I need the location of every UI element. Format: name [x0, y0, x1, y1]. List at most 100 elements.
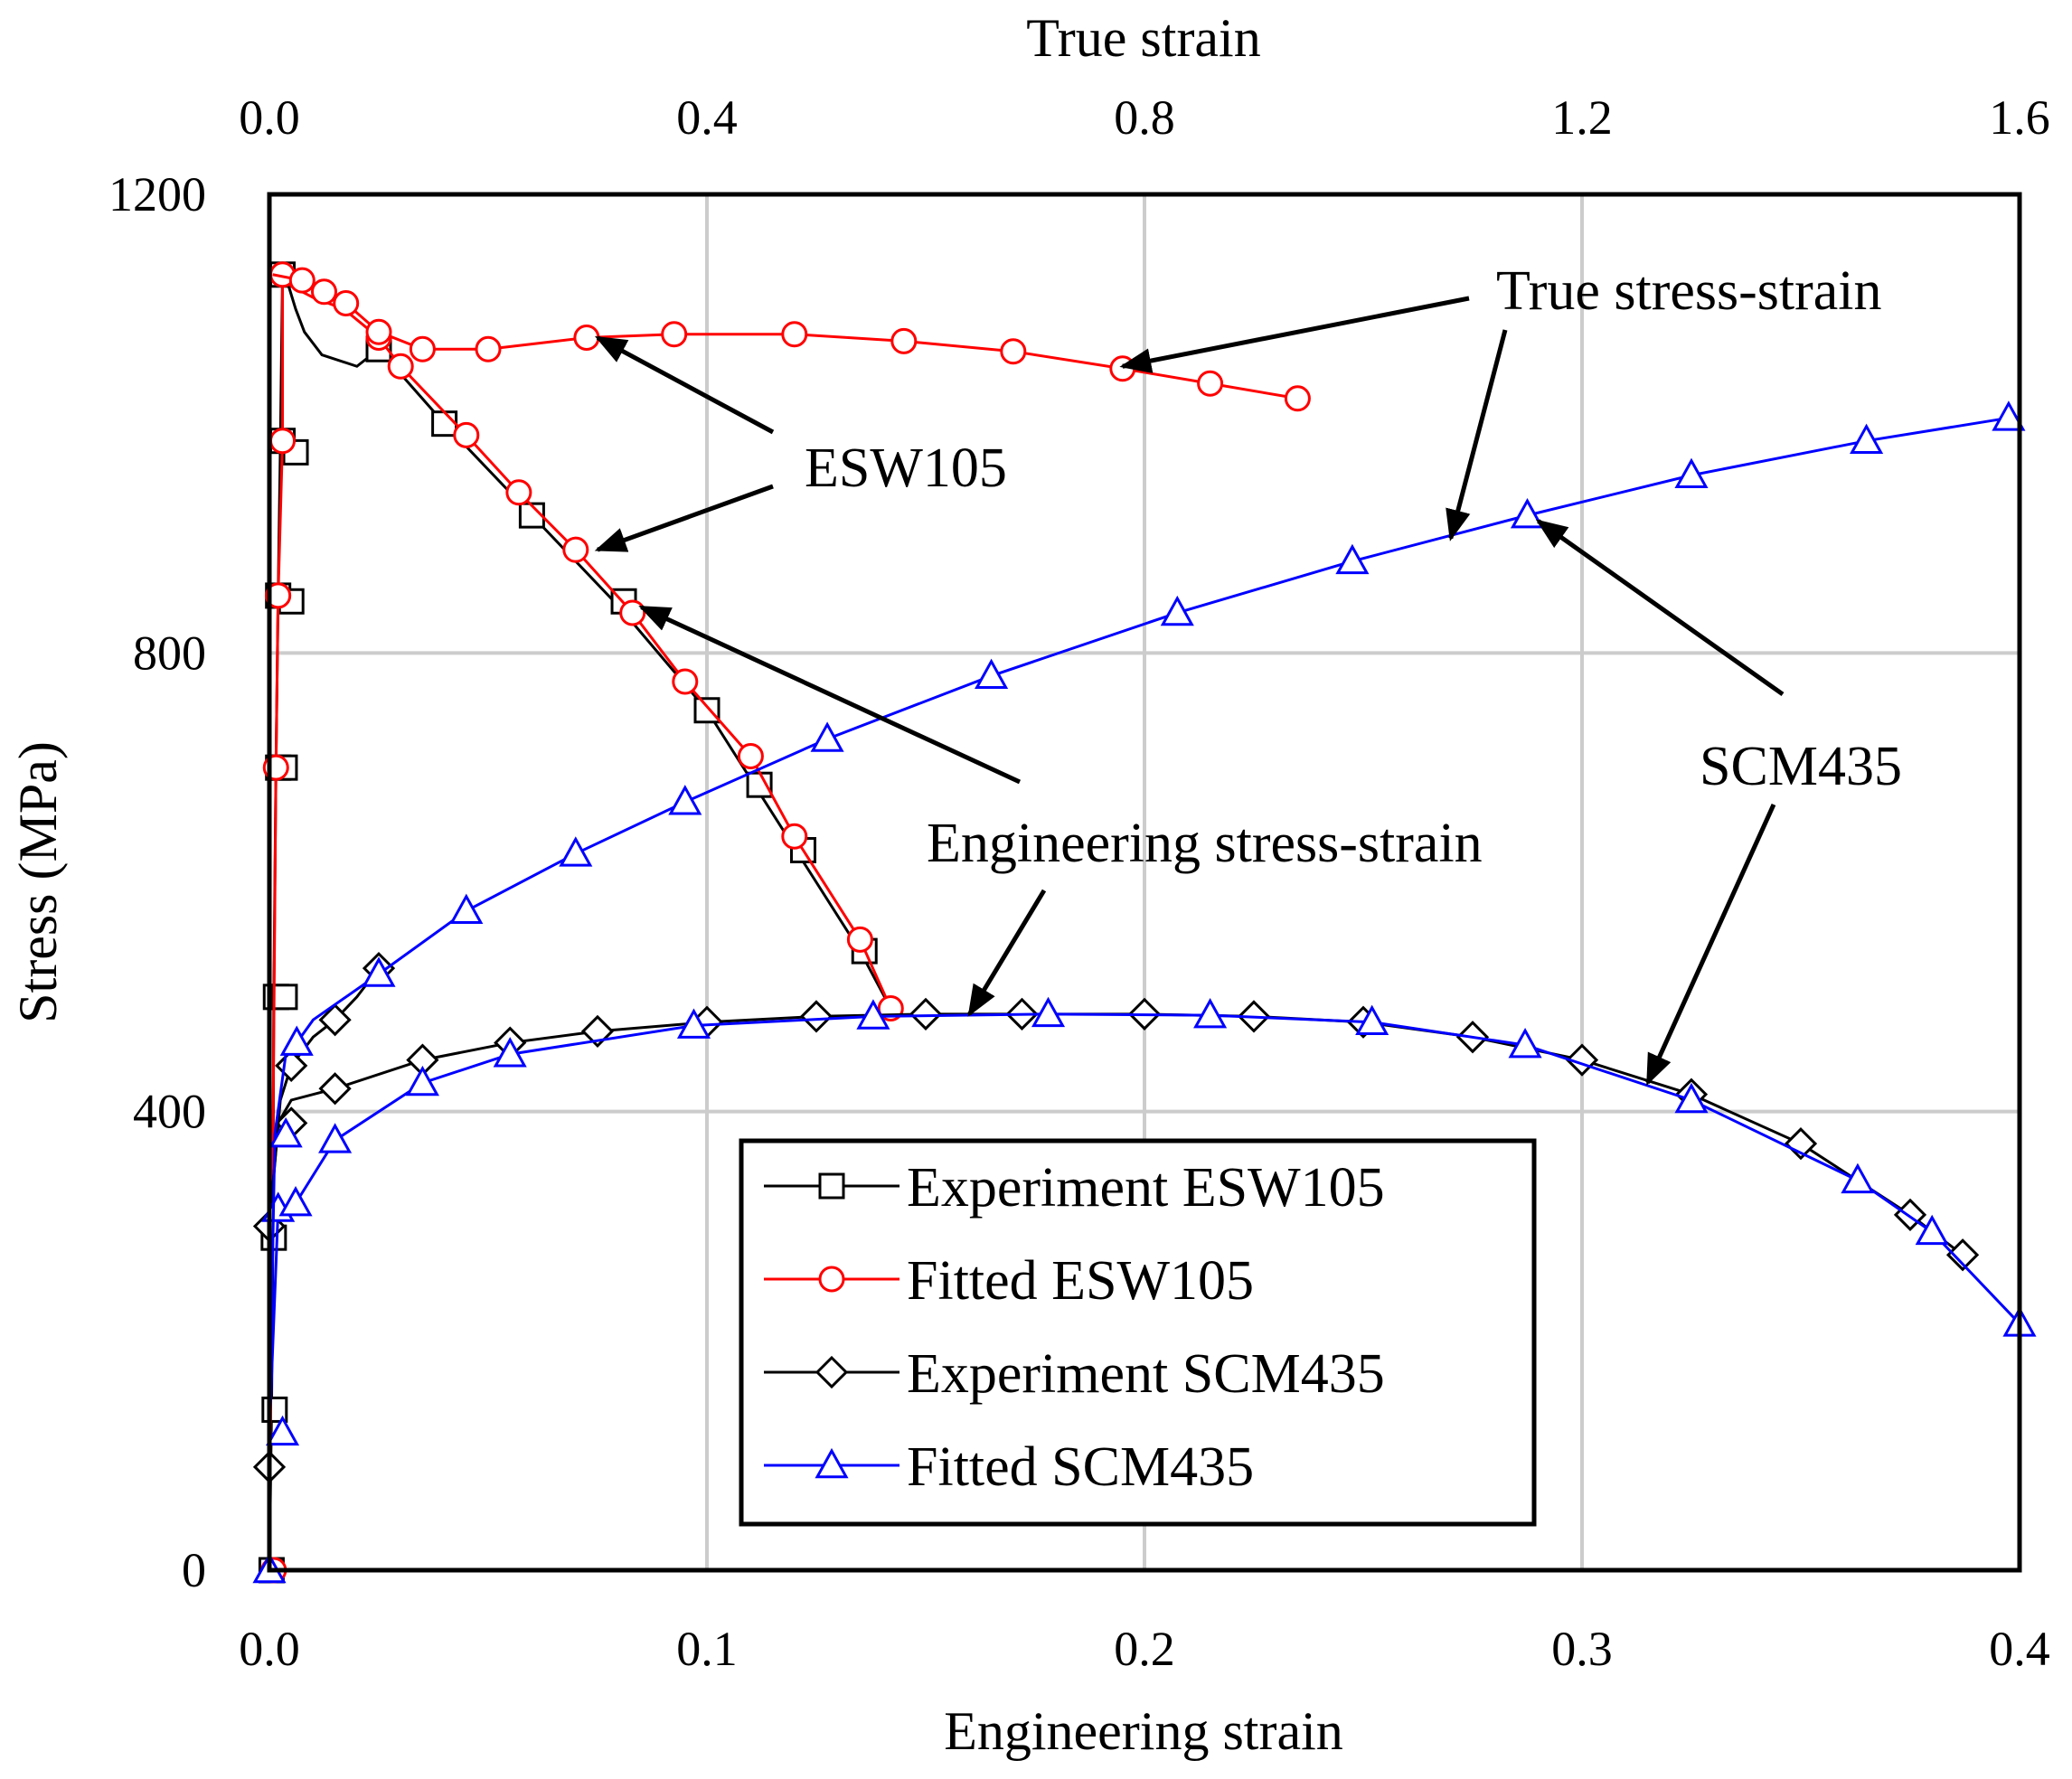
data-point — [318, 1072, 352, 1106]
y-axis-title: Stress (MPa) — [8, 741, 68, 1023]
data-point — [449, 893, 484, 925]
data-point — [505, 479, 532, 506]
y-tick-label: 1200 — [108, 167, 206, 221]
legend-entry: Fitted ESW105 — [764, 1250, 1254, 1312]
x-top-tick-label: 0.4 — [676, 90, 738, 145]
x-top-tick-label: 0.0 — [239, 90, 300, 145]
data-point — [318, 1003, 352, 1037]
data-point — [1031, 996, 1066, 1028]
data-point — [365, 318, 392, 345]
data-point — [493, 1037, 527, 1068]
data-point — [1674, 1082, 1709, 1114]
legend-entry: Fitted SCM435 — [764, 1436, 1254, 1498]
data-point — [431, 410, 458, 438]
top-axis-title: True strain — [1026, 8, 1260, 68]
data-point — [737, 742, 764, 769]
legend-marker — [815, 1447, 849, 1479]
data-point — [318, 1123, 353, 1153]
data-point — [1109, 355, 1136, 382]
data-point — [278, 1186, 313, 1217]
data-point — [661, 321, 688, 348]
bottom-axis-title: Engineering strain — [944, 1701, 1343, 1761]
legend-marker — [818, 1172, 845, 1200]
y-tick-label: 400 — [133, 1085, 206, 1139]
legend-entry: Experiment ESW105 — [764, 1157, 1385, 1219]
annotation-esw105: ESW105 — [805, 438, 1007, 499]
annotation-arrow — [967, 889, 1047, 1017]
data-point — [890, 327, 918, 354]
data-point — [333, 289, 360, 316]
x-bottom-tick-label: 0.4 — [1989, 1622, 2050, 1676]
data-point — [475, 335, 502, 362]
data-point — [1197, 370, 1224, 397]
data-point — [1510, 498, 1545, 529]
annotation-true-stress-strain: True stress-strain — [1496, 260, 1882, 322]
annotation-scm435: SCM435 — [1700, 736, 1902, 797]
data-point — [1674, 457, 1709, 489]
data-point — [1000, 338, 1027, 365]
series-group — [268, 400, 2026, 1433]
data-point — [781, 823, 808, 850]
data-point — [672, 668, 699, 695]
annotation-arrows — [594, 296, 1785, 1087]
data-point — [1355, 1004, 1389, 1036]
annotation-arrow — [1446, 329, 1508, 541]
data-point — [279, 1025, 314, 1056]
annotation-arrow — [1535, 519, 1785, 697]
data-point — [362, 956, 396, 987]
legend-marker — [818, 1266, 845, 1293]
data-point — [265, 1415, 300, 1446]
data-point — [1841, 1162, 1875, 1194]
data-point — [693, 697, 720, 724]
data-point — [1945, 1238, 1980, 1272]
legend-box — [739, 1138, 1537, 1527]
data-point — [619, 599, 646, 626]
data-point — [1193, 998, 1228, 1029]
data-point — [265, 582, 292, 609]
y-tick-label: 800 — [133, 626, 206, 680]
data-point — [676, 1008, 711, 1039]
series-group — [260, 261, 904, 1584]
data-point — [268, 1116, 303, 1148]
data-point — [387, 353, 414, 380]
x-bottom-tick-label: 0.3 — [1551, 1622, 1613, 1676]
annotation-arrow — [594, 335, 775, 435]
data-point — [1508, 1028, 1542, 1059]
data-point — [1335, 543, 1370, 575]
annotation-arrow — [1645, 803, 1776, 1087]
legend-label: Experiment SCM435 — [907, 1343, 1385, 1405]
data-point — [810, 721, 844, 752]
data-point — [668, 785, 702, 815]
annotation-arrow — [638, 605, 1022, 785]
data-point — [1284, 385, 1311, 412]
data-point — [559, 836, 593, 867]
x-top-tick-label: 0.8 — [1114, 90, 1175, 145]
data-point — [1850, 423, 1884, 454]
data-point — [975, 658, 1009, 689]
data-point — [409, 335, 436, 362]
data-point — [573, 325, 600, 352]
x-top-tick-label: 1.6 — [1989, 90, 2050, 145]
legend: Experiment ESW105 Fitted ESW105 Experiment… — [739, 1138, 1537, 1527]
data-point — [311, 278, 337, 306]
legend-entry: Experiment SCM435 — [764, 1343, 1385, 1405]
x-bottom-tick-label: 0.1 — [676, 1622, 738, 1676]
legend-label: Experiment ESW105 — [907, 1157, 1385, 1219]
data-point — [1992, 400, 2026, 431]
legend-label: Fitted SCM435 — [907, 1436, 1254, 1498]
data-point — [453, 421, 480, 448]
data-point — [856, 999, 890, 1030]
plot-frame — [267, 192, 2022, 1573]
annotations: True stress-strain ESW105 Engineering st… — [805, 260, 1902, 874]
x-top-tick-label: 1.2 — [1551, 90, 1613, 145]
series-group — [272, 267, 1311, 412]
annotation-arrow — [1119, 296, 1470, 373]
data-point — [269, 428, 297, 455]
x-bottom-tick-label: 0.0 — [239, 1622, 300, 1676]
data-point — [405, 1065, 439, 1097]
data-point — [799, 1000, 834, 1033]
y-tick-label: 0 — [182, 1543, 206, 1597]
x-bottom-tick-label: 0.2 — [1114, 1622, 1175, 1676]
annotation-engineering-stress-strain: Engineering stress-strain — [927, 813, 1483, 874]
